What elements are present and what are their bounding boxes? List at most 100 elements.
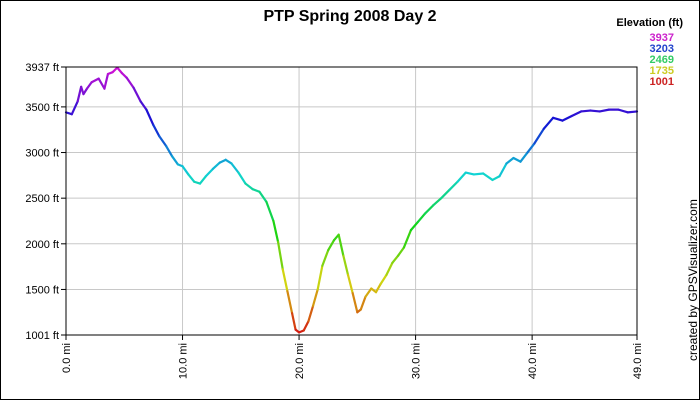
elevation-segment xyxy=(519,151,529,163)
elevation-segment xyxy=(359,295,367,311)
elevation-segment xyxy=(391,254,400,265)
plot-border xyxy=(65,66,638,336)
elevation-segment xyxy=(158,134,168,148)
elevation-segment xyxy=(76,85,83,103)
y-axis-ticks: 3937 ft 3500 ft 3000 ft 2500 ft 2000 ft 1500 … xyxy=(25,62,66,342)
elevation-segment xyxy=(448,180,459,192)
elevation-segment xyxy=(286,290,294,315)
elevation-segment xyxy=(85,81,93,90)
elevation-segment xyxy=(402,229,413,249)
elevation-segment xyxy=(145,108,155,127)
elevation-segment xyxy=(533,127,545,145)
x-tick-label: 0.0 mi xyxy=(61,343,73,373)
legend-entry: 2469 xyxy=(650,54,674,66)
elevation-segment xyxy=(542,116,555,130)
y-tick-label: 3937 ft xyxy=(25,62,59,74)
elevation-segment xyxy=(416,212,427,224)
x-tick-label: 10.0 mi xyxy=(178,343,190,379)
elevation-segment xyxy=(409,220,420,232)
x-axis-ticks: 0.0 mi 10.0 mi 20.0 mi 30.0 mi 40.0 mi 49.0 m… xyxy=(61,335,644,379)
elevation-segment xyxy=(181,165,190,176)
elevation-segment xyxy=(125,76,135,89)
elevation-segment xyxy=(276,240,284,271)
elevation-segment xyxy=(165,145,174,158)
y-tick-label: 1001 ft xyxy=(25,330,59,342)
credit-text: created by GPSVisualizer.com xyxy=(686,199,699,361)
elevation-segment xyxy=(103,72,110,90)
elevation-segment xyxy=(152,124,161,138)
elevation-segment xyxy=(374,282,382,294)
elevation-segment xyxy=(512,156,522,163)
elevation-segment xyxy=(561,114,573,122)
elevation-segment xyxy=(272,219,280,244)
elevation-segment xyxy=(342,254,350,276)
x-tick-label: 49.0 mi xyxy=(632,343,644,379)
elevation-segment xyxy=(385,261,394,276)
elevation-segment xyxy=(472,172,485,176)
elevation-segment xyxy=(491,175,501,182)
legend-entry: 1735 xyxy=(650,65,674,77)
elevation-segment xyxy=(482,172,494,182)
elevation-segment xyxy=(204,167,214,178)
elevation-segment xyxy=(281,268,289,293)
elevation-segment xyxy=(526,142,536,154)
elevation-segment xyxy=(498,162,508,178)
elevation-segment xyxy=(551,116,564,122)
legend-entry: 3203 xyxy=(650,43,674,55)
elevation-segment xyxy=(198,175,207,185)
elevation-segment xyxy=(139,100,148,111)
elevation-segment xyxy=(170,155,179,166)
elevation-segment xyxy=(464,171,475,176)
elevation-line xyxy=(64,66,639,334)
elevation-segment xyxy=(346,273,354,295)
elevation-segment xyxy=(230,162,240,174)
x-tick-label: 30.0 mi xyxy=(411,343,423,379)
elevation-segment xyxy=(570,110,583,118)
x-tick-label: 20.0 mi xyxy=(294,343,306,379)
elevation-segment xyxy=(440,188,451,200)
elevation-segment xyxy=(316,264,324,291)
elevation-segment xyxy=(598,108,611,113)
elevation-segment xyxy=(187,173,196,183)
elevation-segment xyxy=(132,86,142,103)
elevation-segment xyxy=(431,197,443,207)
elevation-segment xyxy=(351,292,359,314)
y-tick-label: 2500 ft xyxy=(25,193,59,205)
elevation-segment xyxy=(251,187,261,193)
elevation-segment xyxy=(589,109,601,113)
legend-title: Elevation (ft) xyxy=(616,17,683,29)
elevation-segment xyxy=(397,246,406,257)
elevation-segment xyxy=(617,108,629,114)
elevation-segment xyxy=(505,156,515,165)
x-tick-label: 40.0 mi xyxy=(527,343,539,379)
y-tick-label: 2000 ft xyxy=(25,239,59,251)
elevation-segment xyxy=(265,200,275,223)
chart-title: PTP Spring 2008 Day 2 xyxy=(263,8,436,25)
elevation-segment xyxy=(311,288,319,307)
elevation-segment xyxy=(70,100,79,116)
elevation-segment xyxy=(302,320,310,332)
elevation-segment xyxy=(90,77,100,84)
elevation-segment xyxy=(327,239,336,252)
elevation-segment xyxy=(364,287,373,298)
elevation-segment xyxy=(237,171,247,185)
elevation-segment xyxy=(97,77,106,90)
elevation-segment xyxy=(456,171,467,183)
legend-entry: 3937 xyxy=(650,32,674,44)
y-tick-label: 3000 ft xyxy=(25,148,59,160)
elevation-segment xyxy=(626,110,639,114)
elevation-segment xyxy=(224,158,233,165)
elevation-segment xyxy=(423,204,435,215)
elevation-segment xyxy=(337,233,345,257)
elevation-segment xyxy=(321,249,330,267)
y-tick-label: 1500 ft xyxy=(25,284,59,296)
legend-entry: 1001 xyxy=(650,76,674,88)
elevation-segment xyxy=(116,66,124,75)
grid xyxy=(65,66,638,336)
elevation-segment xyxy=(579,109,592,113)
elevation-segment xyxy=(258,190,268,203)
elevation-segment xyxy=(290,312,297,331)
